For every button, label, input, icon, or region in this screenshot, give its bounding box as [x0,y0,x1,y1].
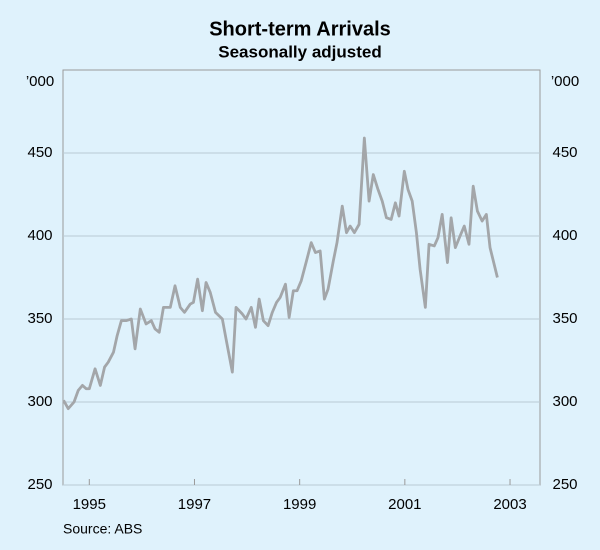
y2-tick-label: 250 [552,476,577,493]
y2-tick-label: 400 [552,227,577,244]
chart-subtitle: Seasonally adjusted [218,42,381,61]
x-tick-label: 2001 [388,496,421,513]
y2-tick-label: 450 [552,144,577,161]
y-tick-label: 250 [27,476,52,493]
x-tick-label: 1997 [178,496,211,513]
y-tick-label: 350 [27,310,52,327]
y-tick-label: 400 [27,227,52,244]
chart-title: Short-term Arrivals [209,18,391,40]
x-tick-label: 1995 [73,496,106,513]
data-line [62,136,499,411]
x-tick-label: 1999 [283,496,316,513]
y-unit-right: ’000 [551,73,579,90]
y2-tick-label: 300 [552,393,577,410]
y-unit-left: ’000 [26,73,54,90]
y-tick-label: 450 [27,144,52,161]
source-note: Source: ABS [63,521,142,537]
y-tick-label: 300 [27,393,52,410]
y2-tick-label: 350 [552,310,577,327]
x-tick-label: 2003 [493,496,526,513]
